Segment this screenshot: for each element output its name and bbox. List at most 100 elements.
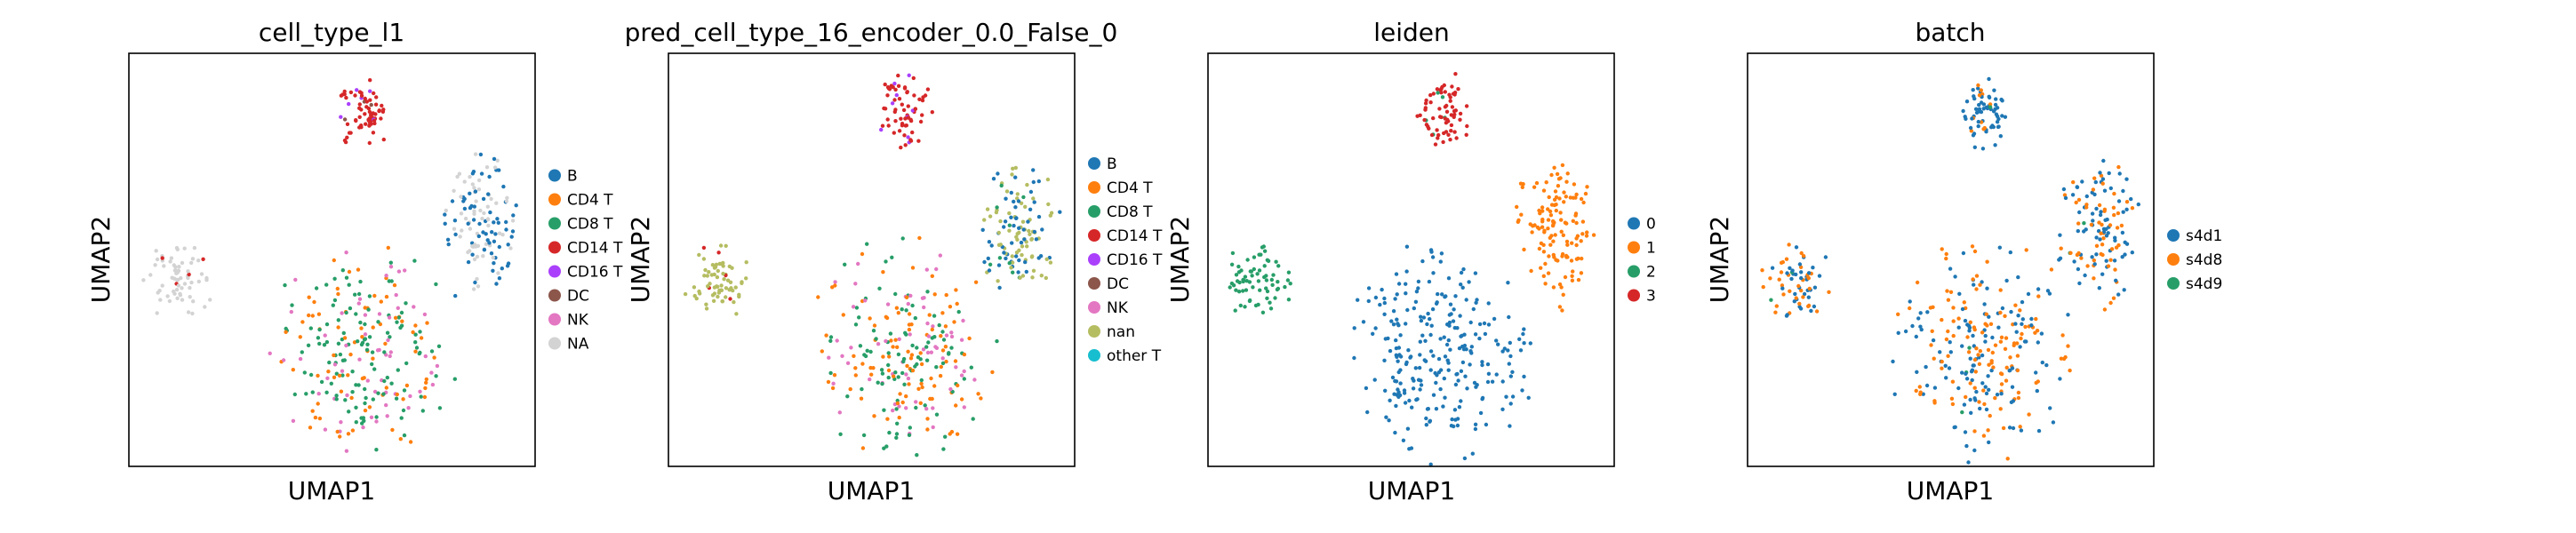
scatter-point (1932, 401, 1937, 405)
scatter-point (884, 338, 888, 344)
scatter-point (932, 384, 937, 388)
scatter-point (1396, 370, 1401, 375)
scatter-point (892, 81, 897, 86)
scatter-point (445, 237, 451, 242)
scatter-point (1972, 96, 1977, 101)
scatter-point (340, 373, 345, 378)
scatter-point (452, 219, 458, 223)
scatter-point (849, 346, 853, 350)
scatter-point (895, 345, 900, 349)
scatter-point (1806, 295, 1812, 299)
scatter-point (734, 312, 739, 316)
scatter-point (336, 318, 340, 322)
scatter-point (917, 235, 922, 241)
scatter-point (1806, 303, 1812, 308)
scatter-point (158, 298, 163, 302)
scatter-point (1430, 255, 1436, 259)
scatter-point (1780, 283, 1785, 288)
scatter-point (1963, 430, 1968, 434)
scatter-point (922, 305, 926, 310)
scatter-point (1916, 316, 1921, 321)
scatter-point (332, 258, 336, 263)
scatter-point (1548, 209, 1553, 214)
scatter-point (1456, 87, 1460, 91)
scatter-point (1411, 377, 1415, 381)
legend-marker (548, 193, 561, 206)
scatter-point (1404, 360, 1409, 365)
scatter-point (1003, 219, 1008, 224)
scatter-point (2048, 406, 2052, 410)
scatter-point (1817, 274, 1822, 278)
scatter-point (1988, 322, 1994, 326)
scatter-point (490, 230, 494, 235)
scatter-point (322, 343, 327, 347)
scatter-point (1452, 408, 1458, 412)
scatter-point (1430, 306, 1436, 312)
scatter-point (820, 349, 824, 354)
scatter-point (418, 350, 422, 355)
scatter-point (1518, 348, 1524, 353)
scatter-point (1974, 287, 1979, 291)
scatter-point (473, 189, 478, 194)
scatter-point (1563, 274, 1568, 280)
scatter-point (1459, 399, 1463, 403)
scatter-point (461, 199, 466, 203)
scatter-point (901, 107, 907, 113)
scatter-point (358, 279, 363, 284)
scatter-point (1448, 302, 1453, 306)
scatter-point (877, 286, 882, 290)
scatter-point (986, 256, 991, 261)
scatter-point (2084, 205, 2089, 210)
scatter-point (1490, 379, 1495, 384)
scatter-point (1787, 243, 1791, 247)
scatter-point (2034, 370, 2038, 375)
scatter-point (1801, 295, 1805, 299)
scatter-point (1981, 434, 1987, 438)
scatter-point (470, 171, 476, 176)
scatter-point (920, 98, 925, 103)
scatter-point (1948, 266, 1953, 271)
scatter-point (904, 372, 908, 377)
scatter-point (443, 212, 447, 217)
scatter-point (374, 95, 379, 99)
scatter-point (497, 231, 502, 235)
scatter-point (2001, 426, 2006, 431)
scatter-point (199, 272, 204, 276)
scatter-point (316, 373, 320, 378)
scatter-point (1463, 374, 1468, 378)
scatter-point (476, 284, 481, 289)
scatter-point (1953, 274, 1957, 279)
scatter-point (2112, 212, 2116, 218)
scatter-point (1398, 333, 1403, 338)
scatter-point (344, 449, 349, 453)
scatter-point (1483, 331, 1488, 337)
scatter-point (2092, 192, 2097, 197)
scatter-point (1938, 350, 1942, 354)
scatter-point (1956, 316, 1961, 321)
scatter-point (909, 130, 915, 135)
scatter-point (1414, 290, 1420, 294)
scatter-point (1482, 321, 1487, 326)
scatter-point (1972, 145, 1977, 149)
scatter-point (2101, 230, 2107, 235)
scatter-point (1799, 270, 1804, 274)
scatter-point (1009, 215, 1013, 219)
scatter-point (491, 255, 495, 260)
scatter-point (1974, 389, 1979, 394)
scatter-point (1473, 332, 1478, 337)
scatter-point (888, 331, 893, 336)
scatter-point (1967, 329, 1972, 333)
scatter-point (714, 262, 719, 266)
scatter-point (1977, 362, 1982, 366)
scatter-point (1964, 443, 1969, 449)
scatter-point (893, 291, 898, 297)
panel-title: pred_cell_type_16_encoder_0.0_False_0 (625, 18, 1118, 47)
scatter-point (371, 356, 375, 361)
scatter-point (383, 341, 388, 346)
scatter-point (188, 285, 192, 290)
scatter-point (2104, 259, 2108, 263)
scatter-point (2121, 188, 2125, 194)
scatter-point (860, 446, 866, 450)
scatter-point (1019, 240, 1024, 245)
legend-label: s4d8 (2186, 251, 2222, 269)
